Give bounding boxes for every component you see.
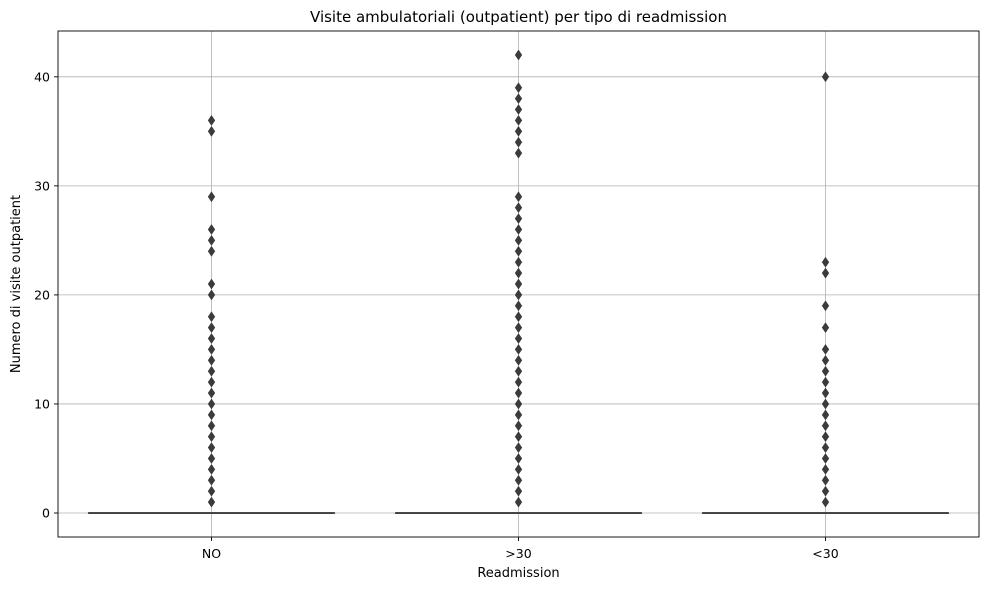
outlier-point: [514, 343, 523, 355]
outlier-point: [207, 398, 216, 410]
outlier-point: [514, 278, 523, 290]
outlier-point: [207, 474, 216, 486]
outlier-point: [514, 453, 523, 464]
outlier-point: [821, 376, 830, 388]
outlier-point: [207, 289, 216, 301]
outlier-point: [821, 71, 830, 83]
outlier-point: [514, 474, 523, 486]
outlier-point: [514, 376, 523, 388]
y-tick-label: 30: [34, 178, 50, 193]
outlier-point: [821, 387, 830, 399]
outlier-point: [207, 322, 216, 334]
outlier-point: [514, 409, 523, 421]
x-tick-label: >30: [505, 546, 531, 561]
outlier-point: [207, 278, 216, 290]
outlier-point: [207, 333, 216, 344]
outlier-point: [514, 224, 523, 235]
outlier-point: [514, 104, 523, 115]
outlier-point: [821, 365, 830, 377]
outlier-point: [207, 125, 216, 137]
outlier-point: [821, 343, 830, 355]
chart-title: Visite ambulatoriali (outpatient) per ti…: [310, 8, 727, 26]
x-tick-label: <30: [812, 546, 838, 561]
outlier-point: [207, 114, 216, 126]
outlier-point: [514, 387, 523, 399]
outlier-point: [207, 496, 216, 508]
outlier-point: [514, 147, 523, 159]
outlier-point: [514, 431, 523, 443]
outlier-point: [821, 420, 830, 432]
outlier-point: [821, 354, 830, 366]
y-tick-label: 20: [34, 287, 50, 302]
outlier-point: [207, 463, 216, 475]
outlier-point: [514, 365, 523, 377]
tick-layer: 0 10 20 30 40 NO >30 <30: [34, 69, 839, 561]
outlier-point: [514, 267, 523, 279]
outlier-point: [821, 409, 830, 421]
outlier-point: [207, 453, 216, 464]
outlier-point: [514, 202, 523, 214]
outlier-point: [514, 136, 523, 148]
outlier-point: [207, 191, 216, 203]
outlier-point: [514, 289, 523, 301]
y-tick-label: 10: [34, 396, 50, 411]
outlier-point: [207, 245, 216, 257]
outlier-point: [514, 114, 523, 126]
outlier-point: [514, 245, 523, 257]
outlier-point: [207, 343, 216, 355]
y-axis-label: Numero di visite outpatient: [9, 195, 24, 373]
outlier-point: [207, 224, 216, 235]
outlier-point: [514, 398, 523, 410]
x-tick-label: NO: [202, 546, 221, 561]
outlier-point: [821, 463, 830, 475]
outlier-point: [207, 431, 216, 443]
outlier-point: [821, 398, 830, 410]
y-tick-label: 40: [34, 69, 50, 84]
outlier-point: [514, 125, 523, 137]
outlier-point: [207, 354, 216, 366]
outlier-point: [514, 442, 523, 454]
outlier-point: [514, 485, 523, 497]
outlier-point: [821, 322, 830, 334]
outlier-point: [821, 442, 830, 454]
outlier-point: [821, 256, 830, 268]
outlier-point: [207, 311, 216, 323]
outlier-point: [821, 300, 830, 312]
outlier-point: [207, 365, 216, 377]
outlier-point: [514, 463, 523, 475]
outlier-point: [514, 93, 523, 105]
outlier-point: [821, 485, 830, 497]
outlier-point: [207, 234, 216, 246]
outlier-point: [514, 234, 523, 246]
outlier-point: [514, 300, 523, 312]
outlier-point: [514, 496, 523, 508]
outlier-point: [207, 485, 216, 497]
outlier-point: [207, 442, 216, 454]
outlier-point: [514, 333, 523, 344]
outlier-point: [821, 431, 830, 443]
outlier-point: [821, 496, 830, 508]
outlier-point: [514, 213, 523, 225]
outlier-point: [514, 322, 523, 334]
outlier-point: [821, 267, 830, 279]
y-tick-label: 0: [42, 506, 50, 521]
outlier-point: [514, 82, 523, 94]
outlier-point: [207, 376, 216, 388]
outlier-point: [514, 256, 523, 268]
outlier-point: [207, 420, 216, 432]
outlier-point: [207, 387, 216, 399]
x-axis-label: Readmission: [477, 566, 559, 581]
outlier-point: [821, 453, 830, 464]
outlier-point: [514, 420, 523, 432]
outlier-point: [821, 474, 830, 486]
outlier-point: [514, 191, 523, 203]
outlier-layer: [207, 49, 830, 508]
outlier-point: [207, 409, 216, 421]
outlier-point: [514, 311, 523, 323]
outlier-point: [514, 49, 523, 61]
outlier-point: [514, 354, 523, 366]
